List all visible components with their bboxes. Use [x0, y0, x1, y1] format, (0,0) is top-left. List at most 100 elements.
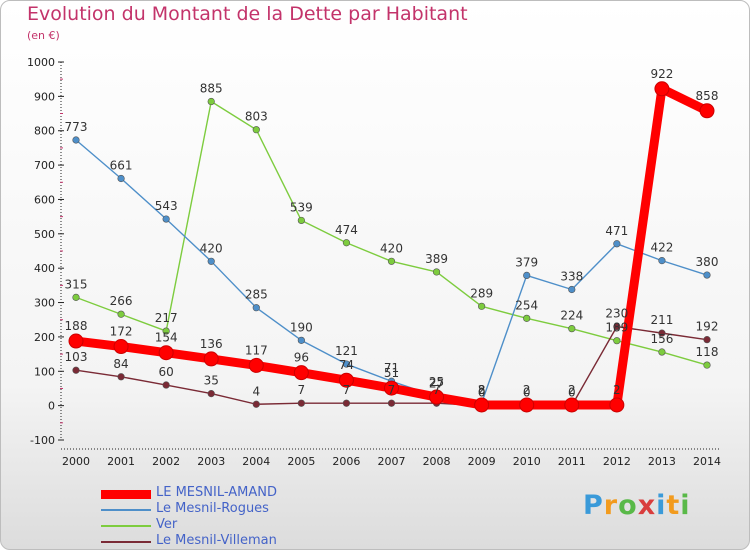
data-label-le-mesnil-amand: 2 — [478, 383, 486, 397]
data-point-le-mesnil-villeman — [207, 390, 215, 398]
data-point-le-mesnil-amand — [203, 351, 219, 367]
data-label-le-mesnil-rogues: 71 — [384, 361, 399, 375]
y-tick-label: 400 — [34, 262, 55, 275]
chart-unit: (en €) — [27, 29, 60, 42]
chart-title: Evolution du Montant de la Dette par Hab… — [27, 3, 468, 25]
data-point-le-mesnil-amand — [609, 397, 625, 413]
y-tick-label: 300 — [34, 297, 55, 310]
data-label-le-mesnil-amand: 2 — [523, 383, 531, 397]
data-point-le-mesnil-villeman — [342, 399, 351, 407]
data-point-le-mesnil-amand — [158, 345, 174, 361]
data-label-ver: 189 — [605, 321, 628, 335]
data-point-ver — [342, 239, 351, 247]
legend-swatch — [101, 509, 151, 511]
data-label-ver: 474 — [335, 223, 358, 237]
data-label-le-mesnil-rogues: 471 — [605, 224, 628, 238]
x-tick-label: 2008 — [423, 455, 451, 468]
data-point-le-mesnil-rogues — [613, 240, 621, 248]
data-point-le-mesnil-amand — [68, 333, 84, 349]
data-point-ver — [523, 314, 531, 322]
data-point-ver — [162, 327, 170, 335]
data-label-le-mesnil-rogues: 8 — [478, 383, 486, 397]
data-label-ver: 539 — [290, 200, 313, 214]
data-point-le-mesnil-rogues — [252, 304, 260, 312]
data-label-le-mesnil-rogues: 773 — [65, 120, 88, 134]
data-point-le-mesnil-rogues — [342, 360, 351, 368]
legend-label: LE MESNIL-AMAND — [156, 485, 277, 500]
data-point-ver — [207, 97, 215, 106]
data-labels-layer: 3152662178858035394744203892892542241891… — [65, 67, 719, 400]
data-point-le-mesnil-villeman — [613, 323, 621, 331]
x-tick-label: 2003 — [197, 455, 225, 468]
data-label-le-mesnil-villeman: 84 — [113, 357, 128, 371]
data-label-le-mesnil-amand: 858 — [696, 89, 719, 103]
x-tick-label: 2014 — [693, 455, 721, 468]
data-point-ver — [568, 325, 576, 333]
x-tick-label: 2004 — [242, 455, 270, 468]
data-label-le-mesnil-amand: 96 — [294, 351, 309, 365]
data-label-le-mesnil-amand: 188 — [65, 319, 88, 333]
data-label-le-mesnil-rogues: 379 — [515, 255, 538, 269]
data-label-le-mesnil-amand: 172 — [110, 325, 133, 339]
data-point-le-mesnil-rogues — [523, 271, 531, 279]
data-label-le-mesnil-villeman: 0 — [523, 386, 531, 400]
data-label-ver: 885 — [200, 82, 223, 96]
data-point-le-mesnil-villeman — [162, 381, 170, 389]
data-point-le-mesnil-rogues — [658, 257, 666, 265]
data-point-ver — [658, 348, 666, 356]
data-point-le-mesnil-amand — [699, 103, 715, 119]
data-label-le-mesnil-rogues: 190 — [290, 320, 313, 334]
data-label-le-mesnil-rogues: 27 — [429, 376, 444, 390]
legend-swatch — [101, 490, 151, 499]
data-point-le-mesnil-amand — [519, 397, 535, 413]
data-label-le-mesnil-amand: 2 — [568, 383, 576, 397]
data-label-ver: 389 — [425, 252, 448, 266]
proxiti-logo: Proxiti — [583, 490, 691, 521]
data-point-ver — [432, 268, 441, 276]
data-point-ver — [613, 337, 621, 345]
data-point-le-mesnil-amand — [564, 397, 580, 413]
data-label-le-mesnil-rogues: 420 — [200, 241, 223, 255]
data-label-ver: 224 — [560, 309, 583, 323]
data-label-le-mesnil-rogues: 338 — [560, 269, 583, 283]
data-label-le-mesnil-amand: 117 — [245, 343, 268, 357]
data-label-le-mesnil-villeman: 35 — [204, 374, 219, 388]
data-label-le-mesnil-villeman: 0 — [478, 386, 486, 400]
legend-label: Le Mesnil-Villeman — [156, 533, 277, 548]
data-label-ver: 803 — [245, 110, 268, 124]
data-label-le-mesnil-amand: 922 — [650, 67, 673, 81]
data-point-le-mesnil-rogues — [72, 136, 80, 144]
x-tick-label: 2005 — [287, 455, 315, 468]
x-tick-label: 2010 — [513, 455, 541, 468]
legend-swatch — [101, 525, 151, 527]
data-label-ver: 118 — [696, 345, 719, 359]
data-point-ver — [252, 126, 260, 134]
data-point-le-mesnil-rogues — [703, 271, 711, 279]
data-point-ver — [72, 293, 80, 301]
x-tick-label: 2012 — [603, 455, 631, 468]
data-label-le-mesnil-rogues: 661 — [110, 158, 133, 172]
data-point-le-mesnil-rogues — [568, 285, 576, 294]
data-point-ver — [703, 361, 711, 369]
data-label-le-mesnil-rogues: 543 — [155, 199, 178, 213]
data-label-le-mesnil-amand: 136 — [200, 337, 223, 351]
data-point-le-mesnil-amand — [338, 372, 354, 388]
data-point-le-mesnil-villeman — [658, 329, 666, 337]
y-tick-label: 600 — [34, 193, 55, 206]
data-label-le-mesnil-villeman: 7 — [433, 383, 441, 397]
data-label-le-mesnil-amand: 51 — [384, 366, 399, 380]
data-label-le-mesnil-villeman: 103 — [65, 350, 88, 364]
data-point-le-mesnil-villeman — [703, 336, 711, 344]
data-point-ver — [117, 310, 125, 318]
data-label-ver: 289 — [470, 286, 493, 300]
data-point-le-mesnil-villeman — [297, 399, 305, 407]
data-point-ver — [478, 302, 486, 310]
data-label-le-mesnil-villeman: 0 — [568, 386, 576, 400]
y-tick-label: 1000 — [27, 56, 55, 69]
data-label-ver: 266 — [110, 294, 133, 308]
legend-swatch — [101, 541, 151, 543]
data-label-le-mesnil-rogues: 380 — [696, 255, 719, 269]
data-point-le-mesnil-amand — [654, 81, 670, 97]
data-label-le-mesnil-villeman: 192 — [696, 320, 719, 334]
